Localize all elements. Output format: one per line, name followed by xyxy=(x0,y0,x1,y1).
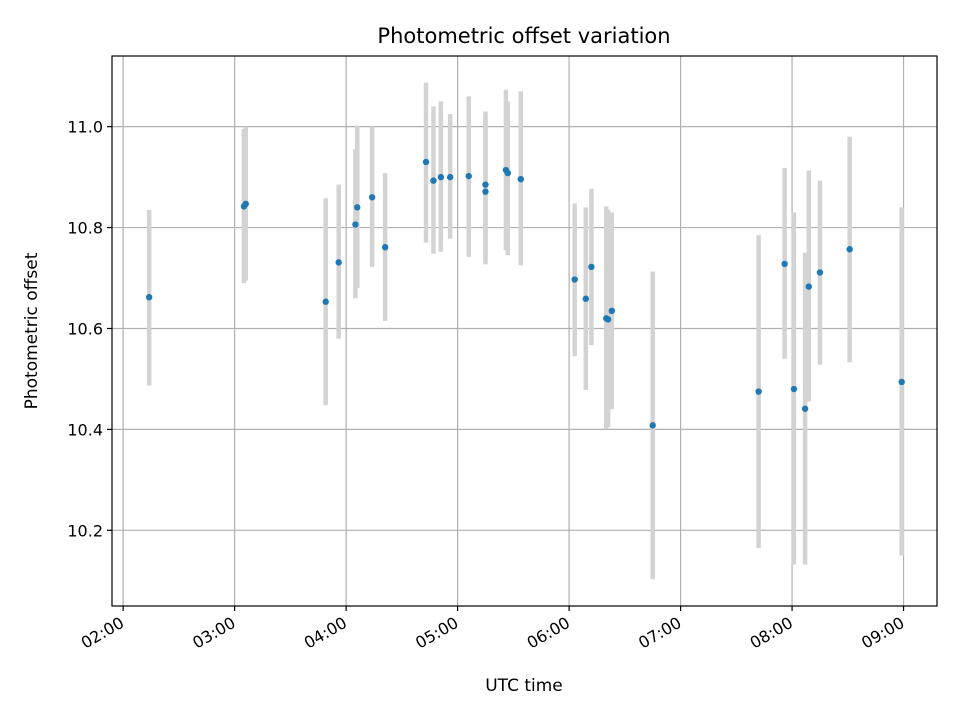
y-tick-label: 10.6 xyxy=(67,319,103,338)
data-point xyxy=(816,269,824,276)
data-point xyxy=(437,173,445,181)
y-tick-label: 10.8 xyxy=(67,219,103,238)
data-point xyxy=(242,200,249,208)
data-point xyxy=(588,263,595,271)
data-point xyxy=(781,260,788,268)
chart-title: Photometric offset variation xyxy=(377,24,670,48)
data-point xyxy=(335,259,342,266)
data-point xyxy=(322,298,329,305)
data-point xyxy=(368,194,376,201)
data-point xyxy=(381,244,389,251)
data-point xyxy=(755,388,762,395)
data-point xyxy=(846,246,853,253)
data-point xyxy=(604,316,612,323)
data-point xyxy=(145,293,153,301)
data-point xyxy=(354,204,361,211)
data-point xyxy=(446,173,454,181)
data-point xyxy=(430,177,437,184)
data-points xyxy=(145,158,905,429)
data-point xyxy=(482,181,489,188)
data-point xyxy=(482,188,489,195)
data-point xyxy=(422,158,430,166)
data-point xyxy=(649,422,656,429)
y-tick-label: 10.4 xyxy=(67,420,103,439)
data-point xyxy=(571,276,578,283)
data-point xyxy=(517,175,524,183)
data-point xyxy=(608,307,616,315)
data-point xyxy=(898,378,905,386)
plot-frame xyxy=(111,55,938,607)
y-tick-label: 10.2 xyxy=(67,521,103,540)
grid xyxy=(112,56,937,606)
data-point xyxy=(352,221,359,228)
y-axis-label: Photometric offset xyxy=(22,252,42,409)
data-point xyxy=(504,169,511,177)
y-tick-label: 11.0 xyxy=(67,118,103,137)
data-point xyxy=(582,295,590,302)
data-point xyxy=(801,405,809,412)
x-axis-label: UTC time xyxy=(485,676,563,696)
data-point xyxy=(465,172,472,180)
data-point xyxy=(805,283,812,290)
data-point xyxy=(790,385,798,393)
